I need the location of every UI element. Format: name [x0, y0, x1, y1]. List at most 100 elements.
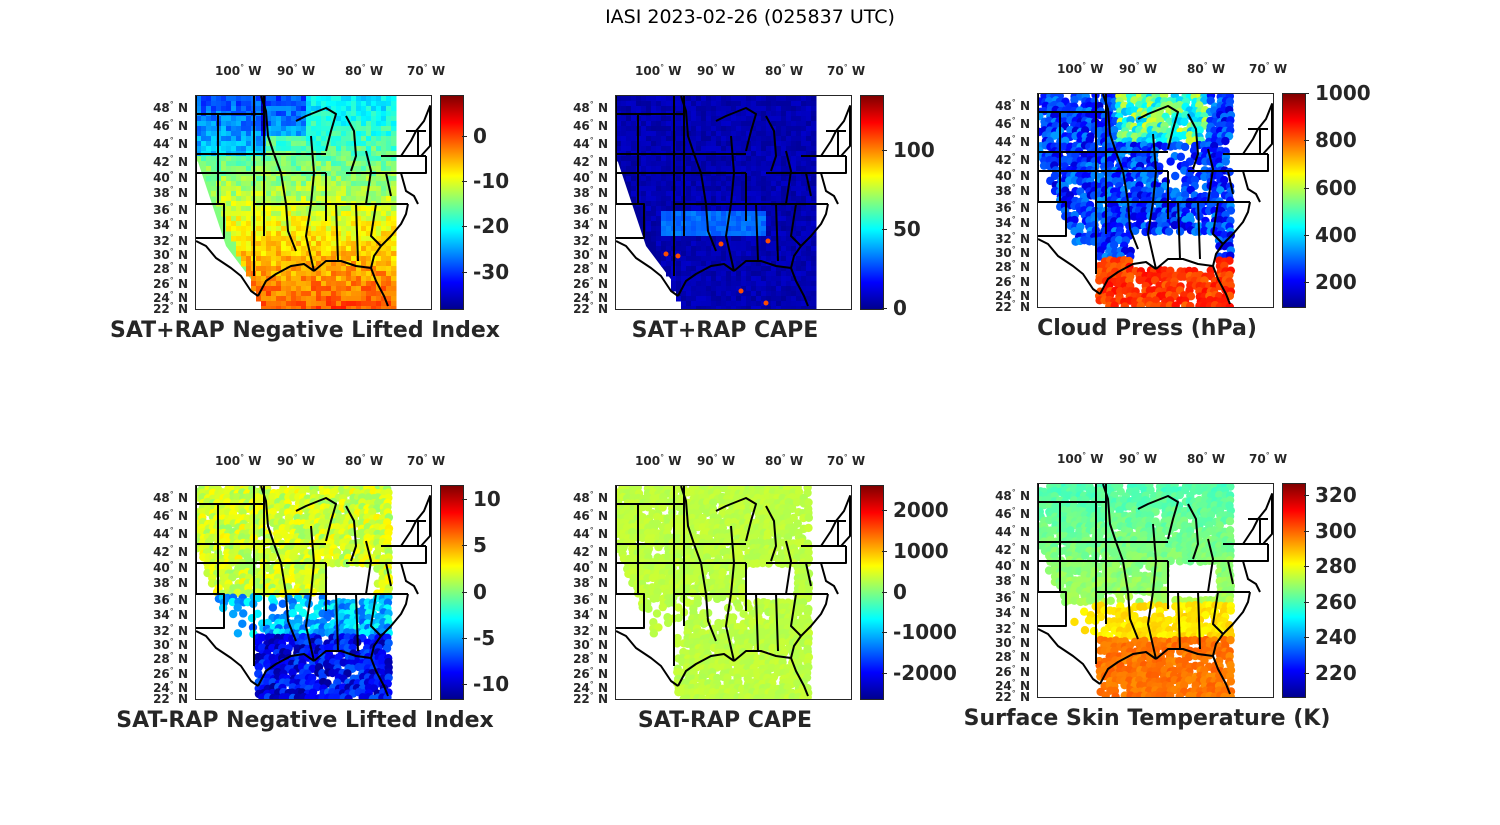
data-pixel	[346, 141, 352, 147]
data-pixel	[731, 256, 737, 262]
data-pixel	[751, 126, 757, 132]
data-pixel	[276, 216, 282, 222]
data-pixel	[316, 141, 322, 147]
latitude-label: 32° N	[995, 231, 1030, 246]
map-plot-area	[195, 485, 432, 700]
data-pixel	[331, 166, 337, 172]
data-pixel	[786, 226, 792, 232]
data-pixel	[316, 161, 322, 167]
data-pixel	[696, 136, 702, 142]
data-pixel	[786, 106, 792, 112]
data-pixel	[696, 156, 702, 162]
data-pixel	[271, 296, 277, 302]
data-pixel	[786, 136, 792, 142]
data-pixel	[276, 281, 282, 287]
data-pixel	[701, 231, 707, 237]
data-pixel	[276, 241, 282, 247]
data-pixel	[261, 256, 267, 262]
latitude-label: 44° N	[995, 134, 1030, 149]
data-pixel	[806, 176, 812, 182]
data-pixel	[391, 161, 397, 167]
data-pixel	[796, 301, 802, 307]
data-pixel	[741, 241, 747, 247]
data-pixel	[271, 251, 277, 257]
border-line	[1248, 128, 1268, 154]
data-pixel	[361, 106, 367, 112]
data-pixel	[351, 271, 357, 277]
data-pixel	[356, 196, 362, 202]
data-pixel	[311, 131, 317, 137]
latitude-label: 22° N	[153, 691, 188, 706]
data-pixel	[316, 221, 322, 227]
data-point	[738, 288, 744, 294]
data-pixel	[786, 261, 792, 267]
data-pixel	[311, 191, 317, 197]
data-pixel	[706, 256, 712, 262]
data-pixel	[391, 261, 397, 267]
data-pixel	[686, 236, 692, 242]
data-pixel	[371, 196, 377, 202]
data-pixel	[741, 181, 747, 187]
data-pixel	[386, 256, 392, 262]
data-pixel	[656, 191, 662, 197]
data-pixel	[686, 141, 692, 147]
data-pixel	[311, 96, 317, 102]
data-pixel	[681, 276, 687, 282]
data-pixel	[746, 186, 752, 192]
data-pixel	[786, 301, 792, 307]
data-pixel	[311, 296, 317, 302]
data-pixel	[691, 306, 697, 309]
longitude-label: 100° W	[215, 453, 262, 468]
data-pixel	[271, 166, 277, 172]
data-pixel	[281, 146, 287, 152]
data-pixel	[766, 281, 772, 287]
data-pixel	[711, 256, 717, 262]
data-pixel	[316, 271, 322, 277]
data-pixel	[741, 176, 747, 182]
data-pixel	[726, 266, 732, 272]
data-pixel	[781, 266, 787, 272]
data-pixel	[291, 276, 297, 282]
data-pixel	[276, 96, 282, 102]
data-pixel	[281, 116, 287, 122]
data-pixel	[291, 251, 297, 257]
data-pixel	[811, 151, 817, 157]
data-pixel	[326, 171, 332, 177]
data-pixel	[326, 211, 332, 217]
data-pixel	[766, 186, 772, 192]
data-pixel	[641, 121, 647, 127]
data-pixel	[756, 106, 762, 112]
data-pixel	[666, 176, 672, 182]
data-pixel	[376, 196, 382, 202]
data-pixel	[691, 211, 697, 217]
data-pixel	[361, 166, 367, 172]
data-pixel	[386, 301, 392, 307]
data-pixel	[741, 121, 747, 127]
data-pixel	[761, 246, 767, 252]
data-pixel	[756, 231, 762, 237]
data-pixel	[801, 141, 807, 147]
data-pixel	[311, 226, 317, 232]
data-pixel	[676, 96, 682, 102]
data-pixel	[666, 246, 672, 252]
data-pixel	[341, 251, 347, 257]
data-pixel	[766, 161, 772, 167]
data-pixel	[781, 281, 787, 287]
data-pixel	[221, 121, 227, 127]
data-pixel	[336, 196, 342, 202]
data-pixel	[701, 136, 707, 142]
data-pixel	[781, 291, 787, 297]
data-pixel	[231, 196, 237, 202]
data-pixel	[746, 166, 752, 172]
data-pixel	[701, 216, 707, 222]
data-pixel	[356, 176, 362, 182]
data-pixel	[711, 221, 717, 227]
data-pixel	[311, 276, 317, 282]
data-pixel	[241, 201, 247, 207]
data-pixel	[751, 221, 757, 227]
latitude-label: 48° N	[153, 100, 188, 115]
data-pixel	[771, 151, 777, 157]
data-pixel	[386, 296, 392, 302]
data-pixel	[721, 181, 727, 187]
data-pixel	[361, 141, 367, 147]
